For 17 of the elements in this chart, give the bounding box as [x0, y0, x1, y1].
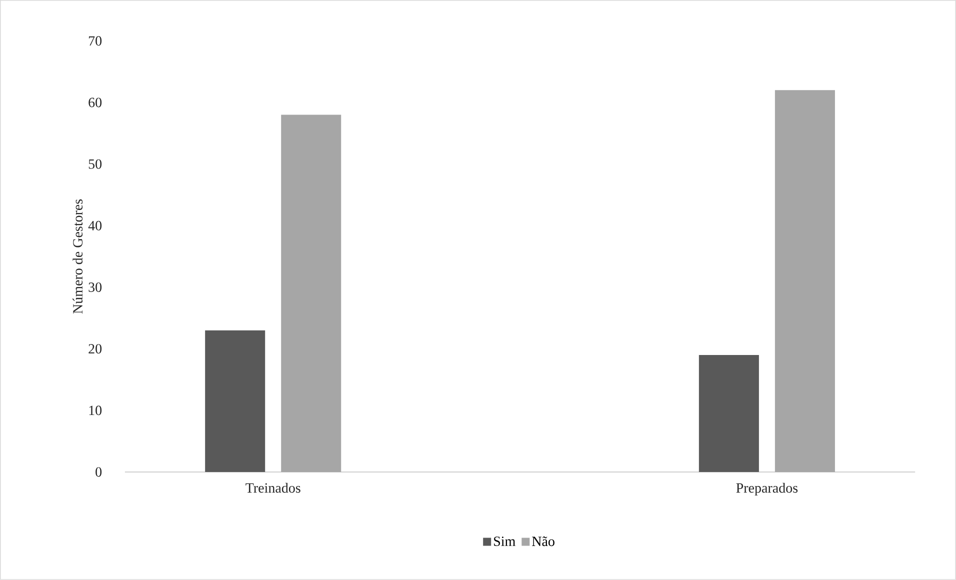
bar [205, 330, 266, 472]
bar [774, 90, 835, 472]
y-tick-label: 20 [88, 344, 102, 354]
legend-label: Não [532, 536, 554, 546]
y-tick-label: 50 [88, 159, 102, 169]
y-tick-label: 10 [89, 406, 102, 416]
bar [698, 355, 759, 472]
y-tick-label: 70 [88, 36, 102, 46]
x-tick-label: Treinados [246, 482, 300, 493]
bar [281, 114, 342, 472]
x-tick-label: Preparados [736, 482, 798, 496]
legend-label: Sim [494, 536, 516, 546]
y-tick-label: 40 [88, 220, 102, 230]
y-tick-label: 0 [96, 467, 102, 477]
y-tick-label: 60 [88, 98, 102, 108]
y-axis-title: Número de Gestores [72, 199, 83, 314]
y-tick-label: 30 [88, 282, 102, 292]
